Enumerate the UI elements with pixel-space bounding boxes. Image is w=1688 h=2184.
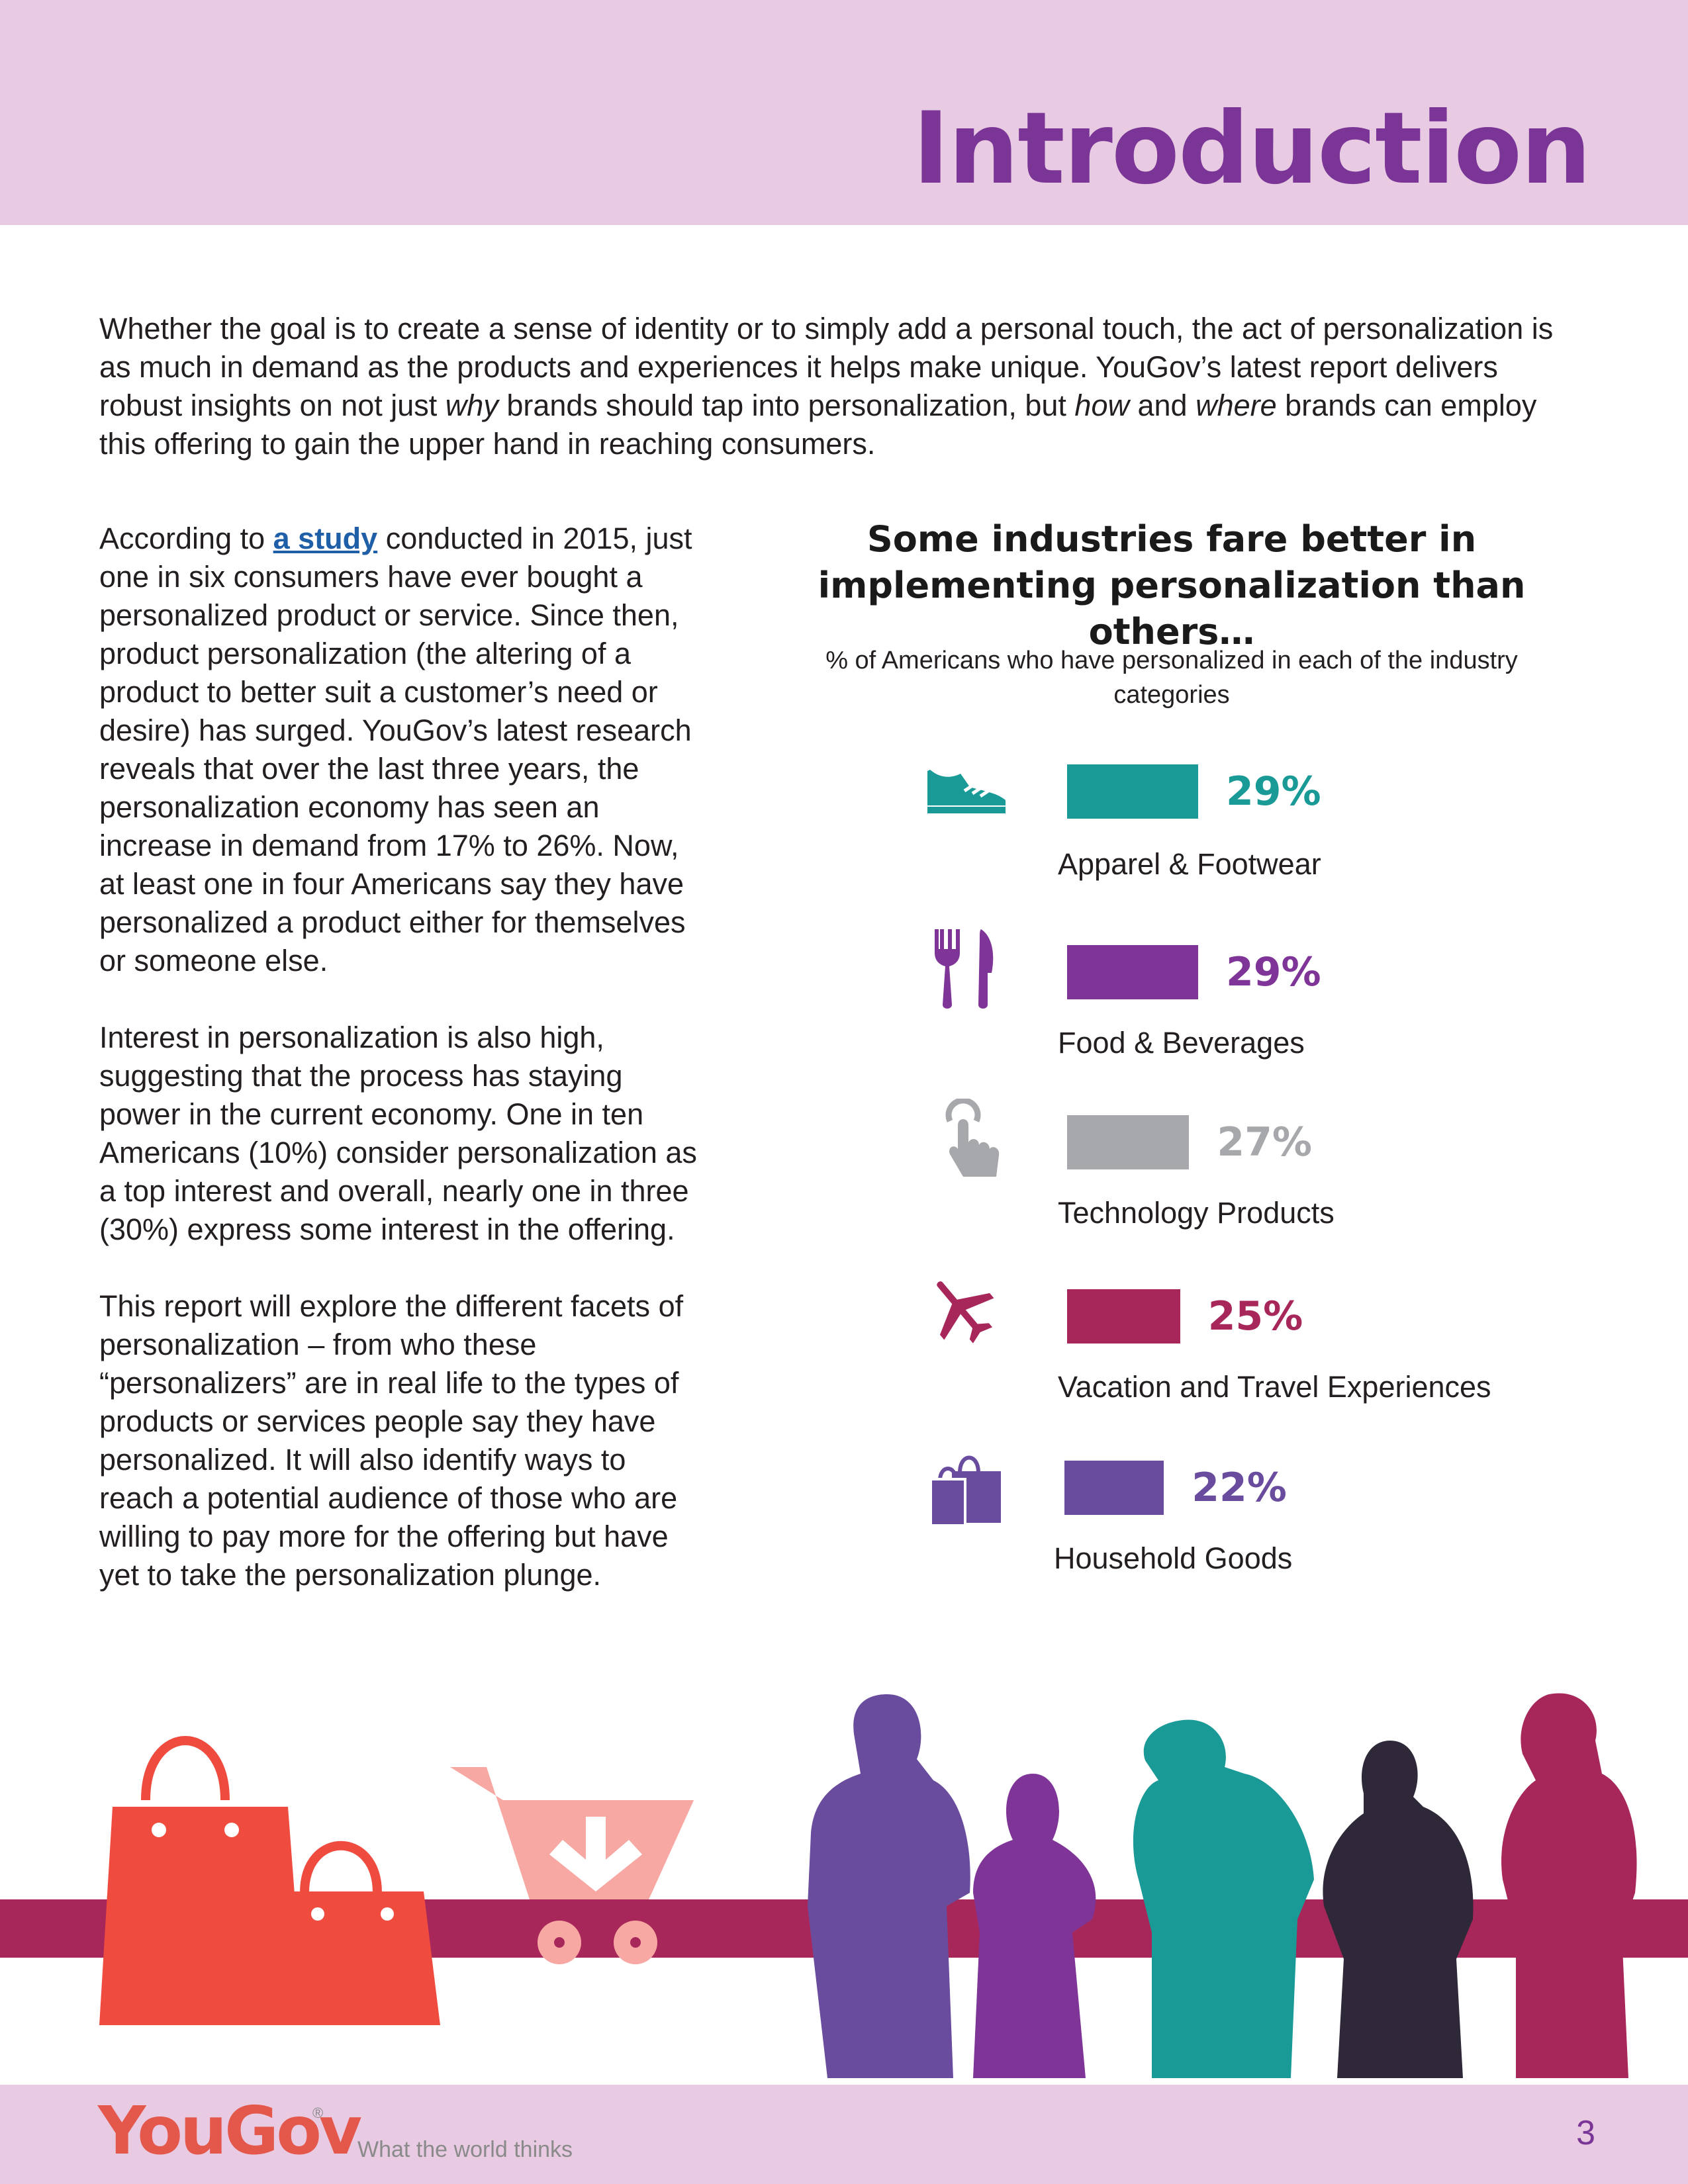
value-label-vacation-travel: 25% [1207,1293,1303,1340]
logo-tagline: What the world thinks [357,2137,573,2162]
bar-vacation-travel [1067,1289,1180,1343]
value-label-food-beverages: 29% [1226,949,1321,995]
touch-finger-icon [945,1099,1000,1177]
bar-household-goods [1064,1461,1164,1515]
registered-mark: ® [312,2105,324,2121]
category-label-technology-products: Technology Products [1058,1196,1335,1230]
chart-title: Some industries fare better in implement… [818,518,1526,653]
footer-band [0,2085,1688,2184]
body-paragraph-1: According to a study conducted in 2015, … [99,520,708,980]
chart-subtitle: % of Americans who have personalized in … [825,647,1518,709]
intro-emphasis-how: how [1074,388,1129,422]
body-text: According to [99,522,273,555]
intro-paragraph: Whether the goal is to create a sense of… [99,310,1589,463]
sneaker-icon [927,770,1006,813]
intro-emphasis-why: why [445,388,498,422]
body-column: According to a study conducted in 2015, … [99,520,708,1633]
value-label-technology-products: 27% [1217,1119,1312,1165]
body-paragraph-2: Interest in personalization is also high… [99,1021,697,1246]
body-text: conducted in 2015, just one in six consu… [99,522,692,978]
value-label-apparel-footwear: 29% [1226,768,1321,815]
bar-technology-products [1067,1115,1190,1169]
body-paragraph-3: This report will explore the different f… [99,1289,684,1592]
header-band [0,0,1688,225]
bar-food-beverages [1067,945,1198,999]
page-number: 3 [1576,2114,1595,2152]
category-label-vacation-travel: Vacation and Travel Experiences [1058,1370,1491,1404]
airplane-icon [937,1281,994,1343]
yougov-logo: YouGov [98,2092,362,2169]
category-label-household-goods: Household Goods [1054,1541,1293,1575]
intro-text: brands can employ this offering to gain … [99,388,1537,461]
study-link[interactable]: a study [273,522,378,555]
category-label-food-beverages: Food & Beverages [1058,1026,1305,1060]
intro-text: Whether the goal is to create a sense of… [99,312,1554,422]
intro-emphasis-where: where [1196,388,1277,422]
bar-apparel-footwear [1067,764,1198,819]
shoppers-illustration [0,1693,1688,2078]
shopping-bags-icon [929,1455,1001,1527]
value-label-household-goods: 22% [1192,1465,1287,1511]
category-label-apparel-footwear: Apparel & Footwear [1058,847,1321,881]
page-title: Introduction [912,91,1591,206]
intro-text: and [1129,388,1196,422]
intro-text: brands should tap into personalization, … [498,388,1075,422]
fork-knife-icon [935,929,994,1009]
